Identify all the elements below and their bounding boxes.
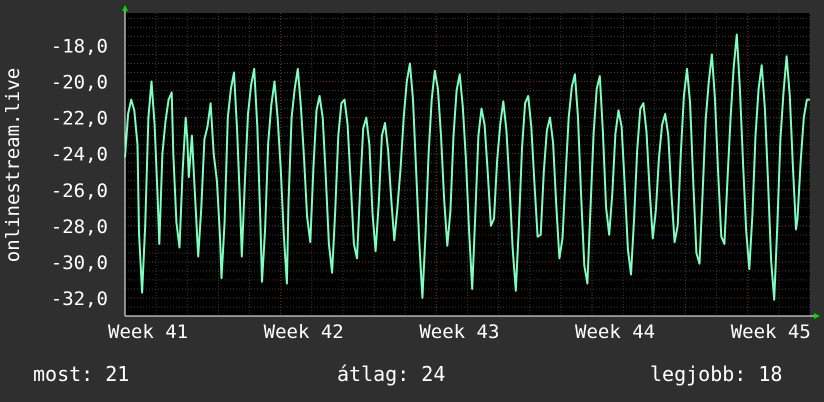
stat-best: legjobb: 18 bbox=[650, 362, 783, 386]
series-line bbox=[124, 33, 810, 301]
stat-average: átlag: 24 bbox=[337, 362, 446, 386]
y-tick-labels: -18,0 -20,0 -22,0 -24,0 -26,0 -28,0 -30,0 -32,0 bbox=[51, 35, 108, 310]
x-tick-label: Week 42 bbox=[264, 321, 344, 343]
y-tick-label: -18,0 bbox=[51, 35, 108, 57]
y-tick-label: -20,0 bbox=[51, 72, 108, 94]
y-tick-label: -28,0 bbox=[51, 216, 108, 238]
x-tick-label: Week 43 bbox=[419, 321, 499, 343]
y-axis-label: onlinestream.live bbox=[2, 68, 24, 262]
y-tick-label: -22,0 bbox=[51, 108, 108, 130]
x-tick-label: Week 44 bbox=[575, 321, 655, 343]
x-tick-label: Week 45 bbox=[731, 321, 811, 343]
y-tick-label: -24,0 bbox=[51, 144, 108, 166]
axes bbox=[122, 5, 820, 319]
x-tick-labels: Week 41 Week 42 Week 43 Week 44 Week 45 bbox=[108, 321, 811, 343]
x-tick-label: Week 41 bbox=[108, 321, 188, 343]
x-axis-arrow bbox=[814, 313, 820, 319]
y-tick-label: -26,0 bbox=[51, 180, 108, 202]
y-axis-arrow bbox=[122, 5, 128, 11]
y-tick-label: -32,0 bbox=[51, 288, 108, 310]
y-tick-label: -30,0 bbox=[51, 252, 108, 274]
stat-current: most: 21 bbox=[33, 362, 130, 386]
